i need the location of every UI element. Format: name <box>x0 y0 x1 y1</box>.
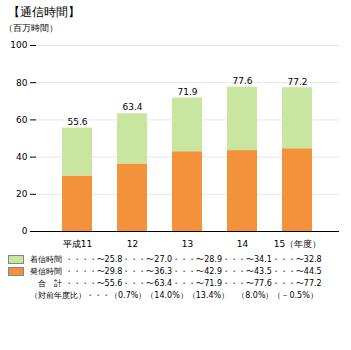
html-text:（対前年度比）・・・（0.7%）（14.0%）（13.4%）: （対前年度比）・・・（0.7%）（14.0%）（13.4%） （8.0%）（－0… <box>30 290 318 300</box>
svg-text:12: 12 <box>127 239 138 249</box>
svg-text:0: 0 <box>22 226 28 236</box>
html-text:発信時間 ・・・・〜29.8・・・〜36.3・・・〜42.9: 発信時間 ・・・・〜29.8・・・〜36.3・・・〜42.9・・・〜43.5・・… <box>30 266 322 276</box>
svg-text:77.2: 77.2 <box>287 77 307 87</box>
svg-text:63.4: 63.4 <box>122 102 142 112</box>
svg-text:80: 80 <box>16 78 28 88</box>
svg-text:55.6: 55.6 <box>67 117 87 127</box>
svg-text:13: 13 <box>182 239 193 249</box>
svg-text:60: 60 <box>16 115 28 125</box>
svg-text:平成11: 平成11 <box>63 239 92 249</box>
html-text:合 計 ・・・・〜55.6・・・〜63.4・・・〜71.9・: 合 計 ・・・・〜55.6・・・〜63.4・・・〜71.9・・・〜77.6・・・… <box>30 278 322 288</box>
svg-text:77.6: 77.6 <box>232 76 252 86</box>
svg-text:15（年度）: 15（年度） <box>274 239 321 249</box>
html-text:着信時間 ・・・・〜25.8・・・〜27.0・・・〜28.9: 着信時間 ・・・・〜25.8・・・〜27.0・・・〜28.9・・・〜34.1・・… <box>30 254 322 264</box>
svg-text:14: 14 <box>237 239 249 249</box>
svg-text:（百万時間）: （百万時間） <box>4 23 58 33</box>
html-text:【通信時間】: 【通信時間】 <box>8 5 80 19</box>
svg-text:20: 20 <box>16 189 28 199</box>
svg-text:71.9: 71.9 <box>177 87 197 97</box>
svg-text:100: 100 <box>10 40 27 50</box>
svg-text:40: 40 <box>16 152 28 162</box>
